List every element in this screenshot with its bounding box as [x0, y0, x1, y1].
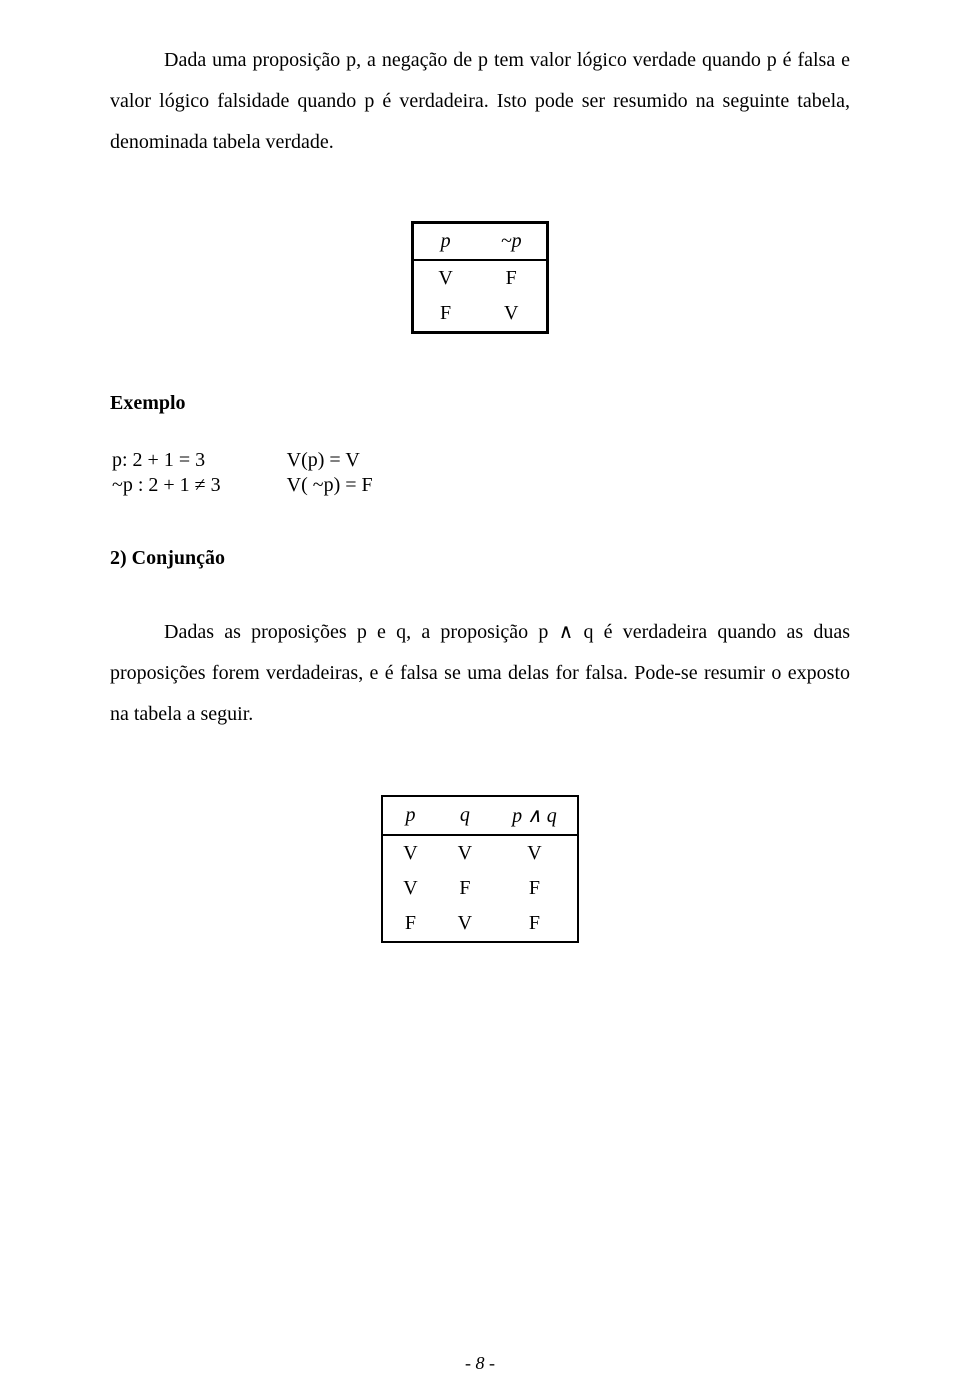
paragraph-conjuncao-text: Dadas as proposições p e q, a proposição… — [110, 621, 850, 725]
page: Dada uma proposição p, a negação de p te… — [0, 0, 960, 1396]
paragraph-intro: Dada uma proposição p, a negação de p te… — [110, 40, 850, 163]
cell: V — [413, 260, 477, 296]
paragraph-conjuncao: Dadas as proposições p e q, a proposição… — [110, 612, 850, 735]
example-l2-right: V( ~p) = F — [287, 474, 373, 496]
example-block: p: 2 + 1 = 3 V(p) = V ~p : 2 + 1 ≠ 3 V( … — [112, 449, 850, 497]
subsection-heading: 2) Conjunção — [110, 547, 850, 570]
cell: V — [477, 296, 547, 333]
th-not-p: ~p — [477, 223, 547, 261]
cell: F — [382, 906, 437, 942]
cell: F — [413, 296, 477, 333]
cell: F — [438, 871, 492, 906]
table-row: V F — [413, 260, 547, 296]
table-row: F V — [413, 296, 547, 333]
table-header-row: p q p ∧ q — [382, 796, 578, 835]
example-line-2: ~p : 2 + 1 ≠ 3 V( ~p) = F — [112, 474, 850, 497]
cell: V — [492, 835, 578, 871]
page-number: - 8 - — [0, 1353, 960, 1374]
table-row: V V V — [382, 835, 578, 871]
table-row: F V F — [382, 906, 578, 942]
example-l1-left: p: 2 + 1 = 3 — [112, 449, 282, 472]
cell: V — [382, 835, 437, 871]
example-line-1: p: 2 + 1 = 3 V(p) = V — [112, 449, 850, 472]
cell: V — [382, 871, 437, 906]
cell: F — [477, 260, 547, 296]
th-p: p — [413, 223, 477, 261]
conjunction-truth-table: p q p ∧ q V V V V F F F V F — [381, 795, 579, 943]
negation-truth-table: p ~p V F F V — [411, 221, 548, 334]
th-q: q — [438, 796, 492, 835]
th-pq: p ∧ q — [492, 796, 578, 835]
cell: F — [492, 906, 578, 942]
cell: F — [492, 871, 578, 906]
table-row: V F F — [382, 871, 578, 906]
example-l2-left: ~p : 2 + 1 ≠ 3 — [112, 474, 282, 497]
th-p: p — [382, 796, 437, 835]
cell: V — [438, 906, 492, 942]
cell: V — [438, 835, 492, 871]
example-heading: Exemplo — [110, 392, 850, 415]
table-header-row: p ~p — [413, 223, 547, 261]
example-l1-right: V(p) = V — [287, 449, 360, 471]
paragraph-intro-text: Dada uma proposição p, a negação de p te… — [110, 49, 850, 153]
